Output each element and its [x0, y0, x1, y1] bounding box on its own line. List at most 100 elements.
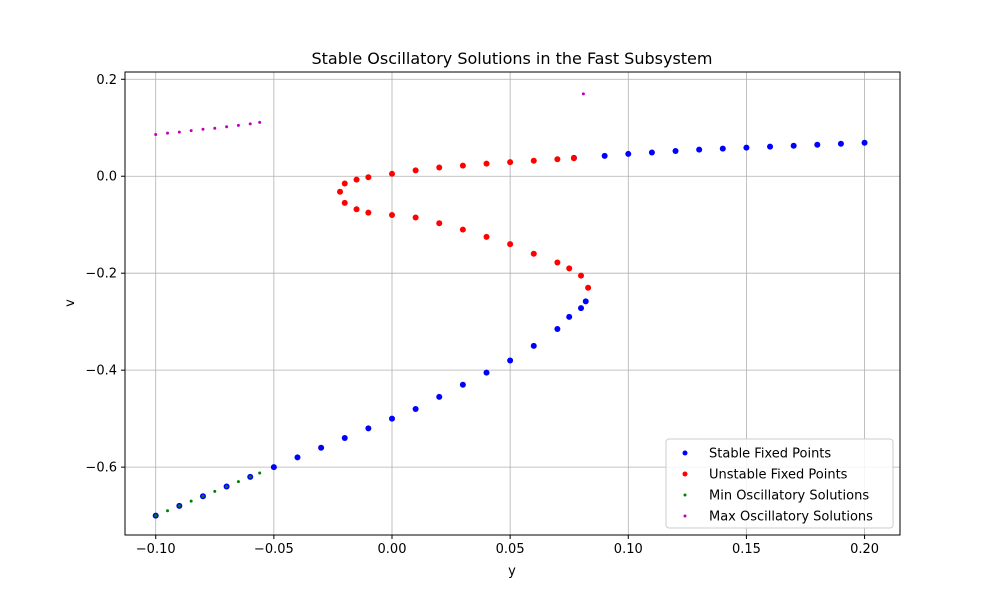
- grid: [125, 72, 900, 535]
- data-point: [581, 92, 585, 96]
- data-point: [719, 145, 726, 152]
- data-point: [507, 241, 514, 248]
- data-point: [459, 162, 466, 169]
- legend-box: [665, 438, 894, 529]
- data-point: [530, 157, 537, 164]
- data-point: [201, 494, 205, 498]
- data-point: [166, 509, 170, 513]
- data-series: [152, 92, 868, 519]
- data-point: [436, 164, 443, 171]
- data-point: [154, 133, 158, 137]
- data-point: [337, 188, 344, 195]
- data-point: [530, 250, 537, 257]
- x-tick-label: 0.20: [850, 542, 879, 557]
- data-point: [177, 504, 181, 508]
- legend-entry-label: Unstable Fixed Points: [709, 468, 848, 483]
- data-point: [177, 130, 181, 134]
- data-point: [459, 381, 466, 388]
- data-point: [258, 120, 262, 124]
- y-tick-label: −0.2: [85, 267, 117, 282]
- data-point: [189, 129, 193, 133]
- data-point: [696, 146, 703, 153]
- data-point: [365, 174, 372, 181]
- series-unstable-fixed-points: [337, 155, 592, 291]
- data-point: [483, 369, 490, 376]
- data-point: [625, 150, 632, 157]
- data-point: [767, 143, 774, 150]
- y-tick-label: 0.0: [96, 170, 117, 185]
- legend-entry-label: Min Oscillatory Solutions: [709, 489, 869, 504]
- x-tick-label: 0.05: [496, 542, 525, 557]
- data-point: [189, 499, 193, 503]
- legend-entry-label: Max Oscillatory Solutions: [709, 510, 873, 525]
- data-point: [353, 176, 360, 183]
- data-point: [601, 152, 608, 159]
- legend-marker: [683, 514, 687, 518]
- data-point: [578, 272, 585, 279]
- data-point: [436, 220, 443, 227]
- data-point: [341, 435, 348, 442]
- data-point: [365, 425, 372, 432]
- data-point: [554, 325, 561, 332]
- data-point: [225, 125, 229, 129]
- data-point: [236, 480, 240, 484]
- data-point: [570, 155, 577, 162]
- data-point: [436, 393, 443, 400]
- data-point: [388, 170, 395, 177]
- data-point: [294, 454, 301, 461]
- data-point: [388, 415, 395, 422]
- data-point: [341, 180, 348, 187]
- data-point: [258, 471, 262, 475]
- data-point: [530, 342, 537, 349]
- data-point: [837, 140, 844, 147]
- data-point: [270, 464, 277, 471]
- data-point: [743, 144, 750, 151]
- data-point: [578, 305, 585, 312]
- y-axis-label: v: [63, 299, 78, 307]
- legend: Stable Fixed Points Unstable Fixed Points…: [665, 438, 894, 529]
- data-point: [585, 284, 592, 291]
- data-point: [814, 141, 821, 148]
- chart-title: Stable Oscillatory Solutions in the Fast…: [312, 49, 713, 68]
- legend-entry-label: Stable Fixed Points: [709, 447, 831, 462]
- data-point: [566, 265, 573, 272]
- series-max-oscillatory-solutions: [154, 92, 585, 137]
- data-point: [154, 514, 158, 518]
- x-tick-label: 0.15: [732, 542, 761, 557]
- data-point: [248, 475, 252, 479]
- x-tick-label: −0.10: [136, 542, 176, 557]
- data-point: [353, 206, 360, 213]
- data-point: [248, 122, 252, 126]
- x-tick-label: 0.10: [614, 542, 643, 557]
- data-point: [672, 148, 679, 155]
- data-point: [213, 126, 217, 130]
- y-tick-label: −0.6: [85, 461, 117, 476]
- x-tick-label: −0.05: [254, 542, 294, 557]
- x-axis-label: y: [508, 564, 516, 579]
- y-tick-label: −0.4: [85, 364, 117, 379]
- data-point: [861, 139, 868, 146]
- x-tick-label: 0.00: [378, 542, 407, 557]
- data-point: [236, 123, 240, 127]
- data-point: [318, 444, 325, 451]
- data-point: [554, 156, 561, 163]
- data-point: [648, 149, 655, 156]
- data-point: [201, 127, 205, 131]
- data-point: [566, 313, 573, 320]
- data-point: [388, 212, 395, 219]
- data-point: [790, 142, 797, 149]
- data-point: [507, 357, 514, 364]
- data-point: [483, 233, 490, 240]
- legend-marker: [682, 471, 688, 477]
- data-point: [412, 167, 419, 174]
- data-point: [483, 160, 490, 167]
- y-tick-label: 0.2: [96, 73, 117, 88]
- data-point: [554, 259, 561, 266]
- data-point: [166, 131, 170, 135]
- legend-marker: [683, 493, 687, 497]
- data-point: [341, 199, 348, 206]
- data-point: [365, 209, 372, 216]
- data-point: [213, 489, 217, 493]
- series-min-oscillatory-solutions: [154, 471, 262, 518]
- data-point: [582, 298, 589, 305]
